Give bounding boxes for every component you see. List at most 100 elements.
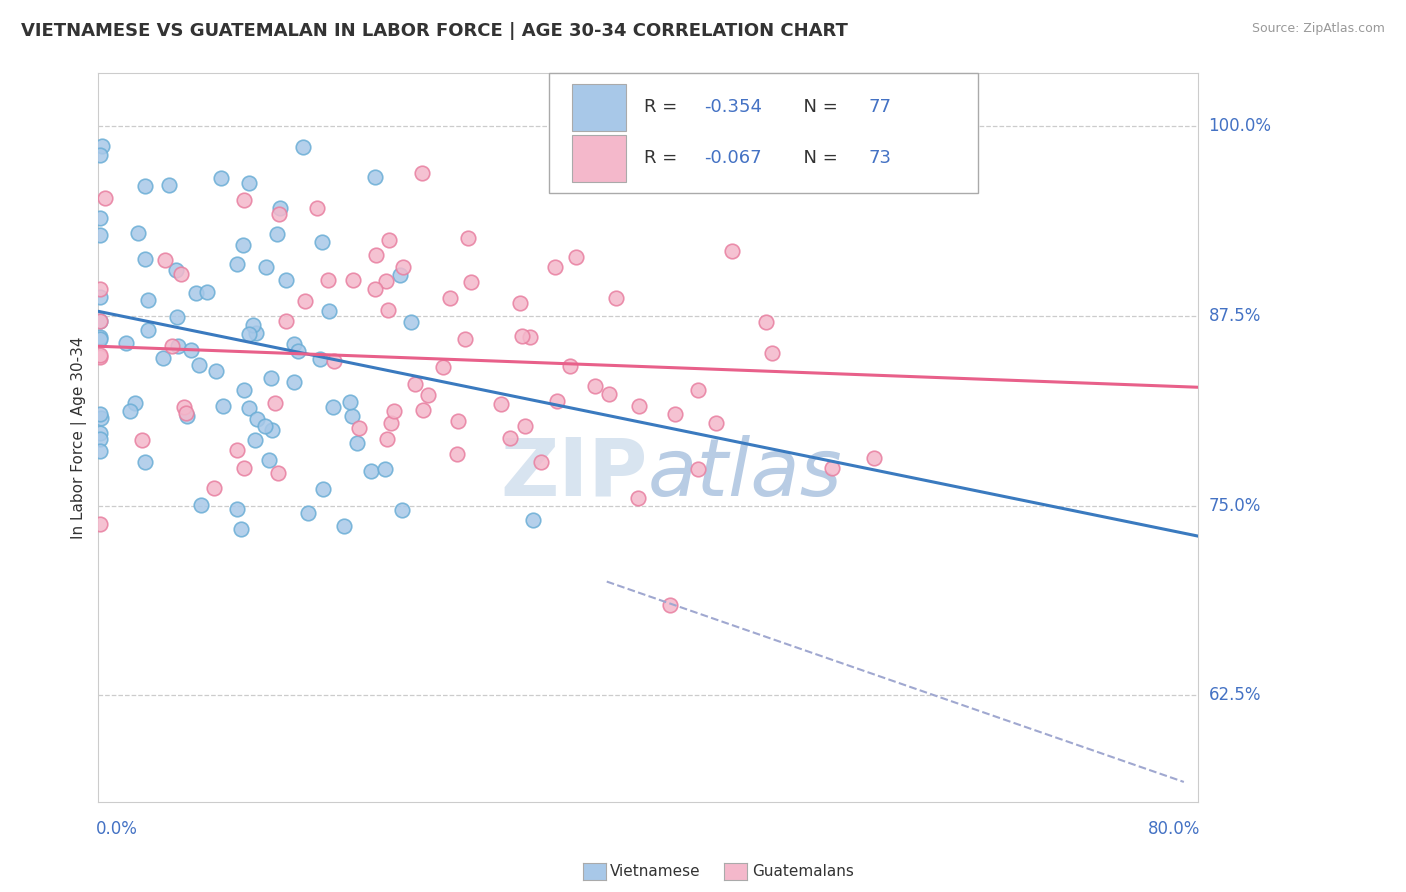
Point bbox=[174, 407, 197, 421]
Point bbox=[134, 179, 156, 194]
Point bbox=[233, 193, 256, 207]
Point bbox=[245, 433, 267, 447]
Text: N =: N = bbox=[792, 98, 844, 116]
Text: 0.0%: 0.0% bbox=[96, 820, 138, 838]
Point bbox=[136, 323, 159, 337]
Point bbox=[558, 359, 581, 373]
Point bbox=[260, 370, 283, 384]
Point bbox=[627, 491, 650, 505]
Point bbox=[115, 336, 138, 351]
Point bbox=[283, 376, 305, 390]
Point bbox=[190, 498, 212, 512]
Point bbox=[294, 293, 316, 308]
Point bbox=[312, 482, 335, 496]
Point bbox=[598, 387, 620, 401]
Point bbox=[89, 432, 111, 446]
Point bbox=[176, 409, 198, 424]
Point bbox=[259, 453, 281, 467]
Point bbox=[89, 443, 111, 458]
Point bbox=[264, 396, 287, 410]
Point bbox=[160, 339, 183, 353]
Point bbox=[544, 260, 567, 275]
Point bbox=[89, 330, 111, 344]
Point bbox=[821, 461, 844, 475]
Point bbox=[170, 267, 193, 281]
Point bbox=[509, 296, 531, 310]
Point bbox=[309, 351, 332, 366]
Point bbox=[152, 351, 174, 365]
FancyBboxPatch shape bbox=[572, 84, 626, 130]
Point bbox=[377, 302, 399, 317]
Point bbox=[375, 432, 398, 446]
Point bbox=[411, 166, 433, 180]
Point bbox=[90, 139, 112, 153]
Text: 62.5%: 62.5% bbox=[1209, 687, 1261, 705]
Point bbox=[364, 282, 387, 296]
Point bbox=[245, 326, 267, 341]
Point bbox=[266, 227, 288, 241]
Text: Source: ZipAtlas.com: Source: ZipAtlas.com bbox=[1251, 22, 1385, 36]
Point bbox=[519, 330, 541, 344]
Point bbox=[180, 343, 202, 357]
Point bbox=[167, 339, 190, 353]
Point bbox=[530, 455, 553, 469]
Point bbox=[287, 344, 309, 359]
Point bbox=[659, 119, 682, 133]
Point bbox=[231, 522, 253, 536]
Point bbox=[226, 443, 249, 458]
Point bbox=[460, 275, 482, 289]
Point bbox=[862, 450, 884, 465]
FancyBboxPatch shape bbox=[548, 73, 977, 194]
Point bbox=[187, 358, 209, 372]
Point bbox=[391, 503, 413, 517]
Point bbox=[131, 434, 153, 448]
Point bbox=[318, 273, 340, 287]
Point bbox=[89, 516, 111, 531]
Point bbox=[388, 268, 411, 282]
Text: R =: R = bbox=[644, 98, 682, 116]
Point bbox=[439, 291, 461, 305]
Point bbox=[322, 400, 344, 414]
Point bbox=[269, 201, 291, 215]
Point bbox=[89, 314, 111, 328]
Point bbox=[658, 599, 681, 613]
Point bbox=[432, 359, 454, 374]
Point bbox=[90, 411, 112, 425]
Point bbox=[89, 314, 111, 328]
FancyBboxPatch shape bbox=[572, 135, 626, 182]
Point bbox=[89, 351, 111, 365]
Point bbox=[118, 404, 141, 418]
Point bbox=[297, 506, 319, 520]
Point bbox=[242, 318, 264, 332]
Point bbox=[267, 467, 290, 481]
Point bbox=[392, 260, 415, 275]
Point bbox=[340, 409, 363, 423]
Point bbox=[755, 315, 778, 329]
Text: atlas: atlas bbox=[648, 434, 842, 513]
Point bbox=[323, 354, 346, 368]
Point bbox=[283, 337, 305, 351]
Point bbox=[342, 272, 364, 286]
Text: ZIP: ZIP bbox=[501, 434, 648, 513]
Point bbox=[202, 481, 225, 495]
Point bbox=[499, 431, 522, 445]
Text: 73: 73 bbox=[869, 149, 891, 167]
Text: N =: N = bbox=[792, 149, 844, 167]
Point bbox=[688, 383, 710, 397]
Point bbox=[209, 171, 232, 186]
Point bbox=[276, 273, 298, 287]
Text: VIETNAMESE VS GUATEMALAN IN LABOR FORCE | AGE 30-34 CORRELATION CHART: VIETNAMESE VS GUATEMALAN IN LABOR FORCE … bbox=[21, 22, 848, 40]
Point bbox=[165, 263, 187, 277]
Text: 77: 77 bbox=[869, 98, 891, 116]
Point bbox=[761, 346, 783, 360]
Text: 80.0%: 80.0% bbox=[1147, 820, 1201, 838]
Point bbox=[364, 170, 387, 185]
Point bbox=[89, 425, 111, 440]
Point bbox=[254, 419, 277, 434]
Point bbox=[686, 462, 709, 476]
Point bbox=[706, 416, 728, 430]
Point bbox=[89, 211, 111, 225]
Y-axis label: In Labor Force | Age 30-34: In Labor Force | Age 30-34 bbox=[72, 336, 87, 539]
Point bbox=[605, 291, 627, 305]
Point bbox=[318, 304, 340, 318]
